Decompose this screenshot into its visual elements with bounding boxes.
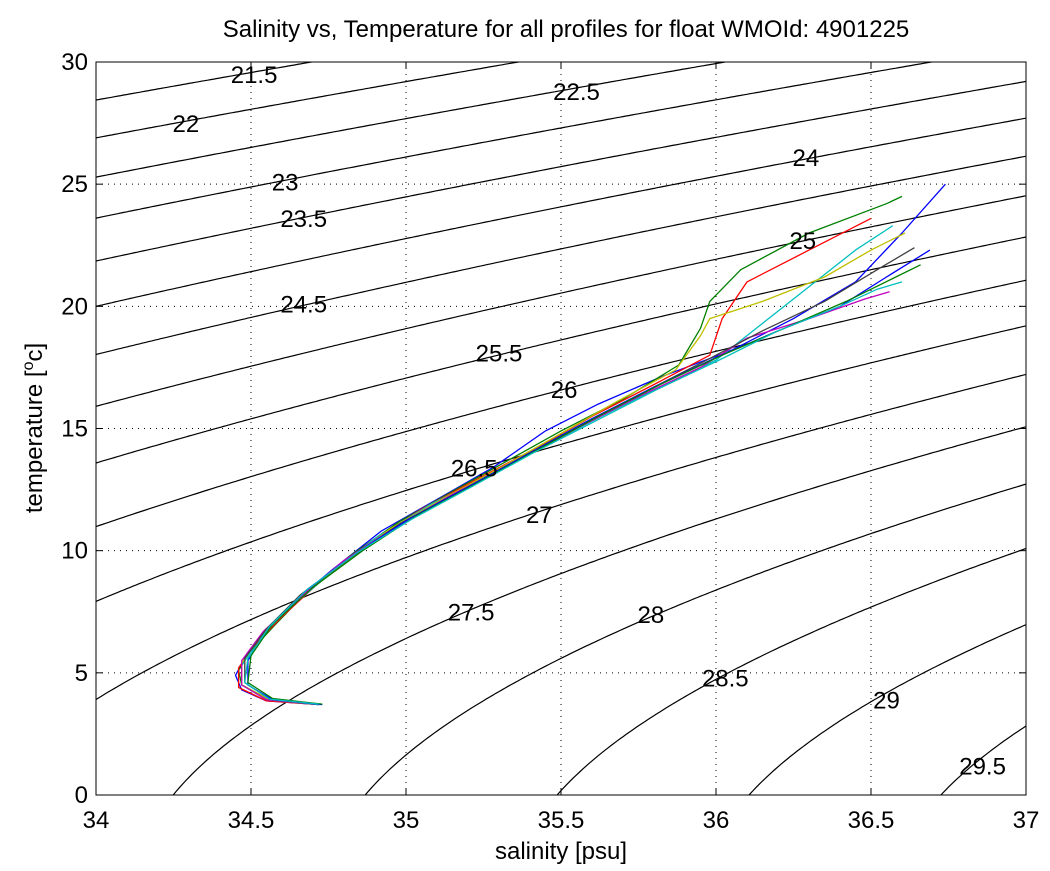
- density-contour-label: 23.5: [280, 206, 327, 233]
- y-tick-label: 30: [61, 49, 88, 76]
- density-contour: [96, 373, 1026, 701]
- x-axis-label: salinity [psu]: [495, 838, 627, 865]
- x-tick-label: 36: [703, 807, 730, 834]
- density-contour: [364, 483, 1026, 795]
- density-contour: [96, 155, 1026, 356]
- density-contour-label: 26.5: [451, 455, 498, 482]
- density-contour: [96, 62, 522, 139]
- x-tick-label: 37: [1013, 807, 1040, 834]
- density-contour: [172, 426, 1026, 795]
- density-contour-label: 29.5: [959, 753, 1006, 780]
- density-contour-labels: 21.5 22 22.5 23 23.5 24 24.5 25 25.5 26 26.5 27 27.5…: [173, 62, 1006, 780]
- x-tick-label: 35.5: [538, 807, 585, 834]
- y-tick-label: 15: [61, 416, 88, 443]
- density-contour: [96, 236, 1026, 464]
- y-axis-label-tail: c]: [21, 343, 48, 362]
- density-contour: [96, 195, 1026, 407]
- profile-lines: [234, 183, 946, 706]
- density-contour: [940, 725, 1026, 795]
- x-tick-label: 34.5: [228, 807, 275, 834]
- density-contour-label: 29: [873, 687, 900, 714]
- density-contour-label: 22: [173, 111, 200, 138]
- chart-title: Salinity vs, Temperature for all profile…: [223, 16, 910, 43]
- profile-line: [244, 281, 903, 705]
- density-contour-label: 22.5: [553, 79, 600, 106]
- y-tick-label: 20: [61, 293, 88, 320]
- profile-line: [237, 195, 903, 705]
- density-contour: [96, 62, 315, 101]
- grid-lines: [96, 62, 1026, 795]
- density-contour-label: 26: [551, 377, 578, 404]
- profile-line: [234, 183, 946, 706]
- density-contour: [96, 279, 1026, 528]
- density-contours: [96, 62, 1026, 795]
- y-tick-label: 5: [75, 660, 88, 687]
- density-contour-label: 27.5: [448, 600, 495, 627]
- density-contour-label: 25.5: [476, 341, 523, 368]
- density-contour: [96, 80, 1026, 262]
- x-tick-label: 35: [393, 807, 420, 834]
- density-contour: [556, 547, 1026, 795]
- y-tick-label: 10: [61, 538, 88, 565]
- density-contour: [96, 62, 729, 178]
- y-tick-label: 0: [75, 782, 88, 809]
- density-contour: [96, 325, 1026, 603]
- y-axis-label-superscript: o: [20, 361, 37, 370]
- density-contour-label: 24: [793, 145, 820, 172]
- density-contour: [96, 117, 1026, 307]
- density-contour-label: 27: [526, 502, 553, 529]
- y-axis-label: temperature [oc]: [20, 343, 48, 513]
- density-contour: [748, 624, 1026, 795]
- axis-ticks: 34 34.5 35 35.5 36 36.5 37 0 5 10 15 20 25 30: [61, 49, 1039, 834]
- y-axis-label-base: temperature [: [21, 370, 48, 513]
- density-contour-label: 25: [789, 228, 816, 255]
- density-contour-label: 28: [638, 602, 665, 629]
- y-tick-label: 25: [61, 171, 88, 198]
- x-tick-label: 34: [83, 807, 110, 834]
- x-tick-label: 36.5: [848, 807, 895, 834]
- density-contour-label: 21.5: [231, 62, 278, 89]
- density-contour-label: 23: [272, 170, 299, 197]
- profile-line: [237, 217, 872, 706]
- density-contour-label: 24.5: [280, 292, 327, 319]
- profile-line: [241, 291, 890, 705]
- density-contour: [96, 62, 935, 219]
- density-contour-label: 28.5: [702, 666, 749, 693]
